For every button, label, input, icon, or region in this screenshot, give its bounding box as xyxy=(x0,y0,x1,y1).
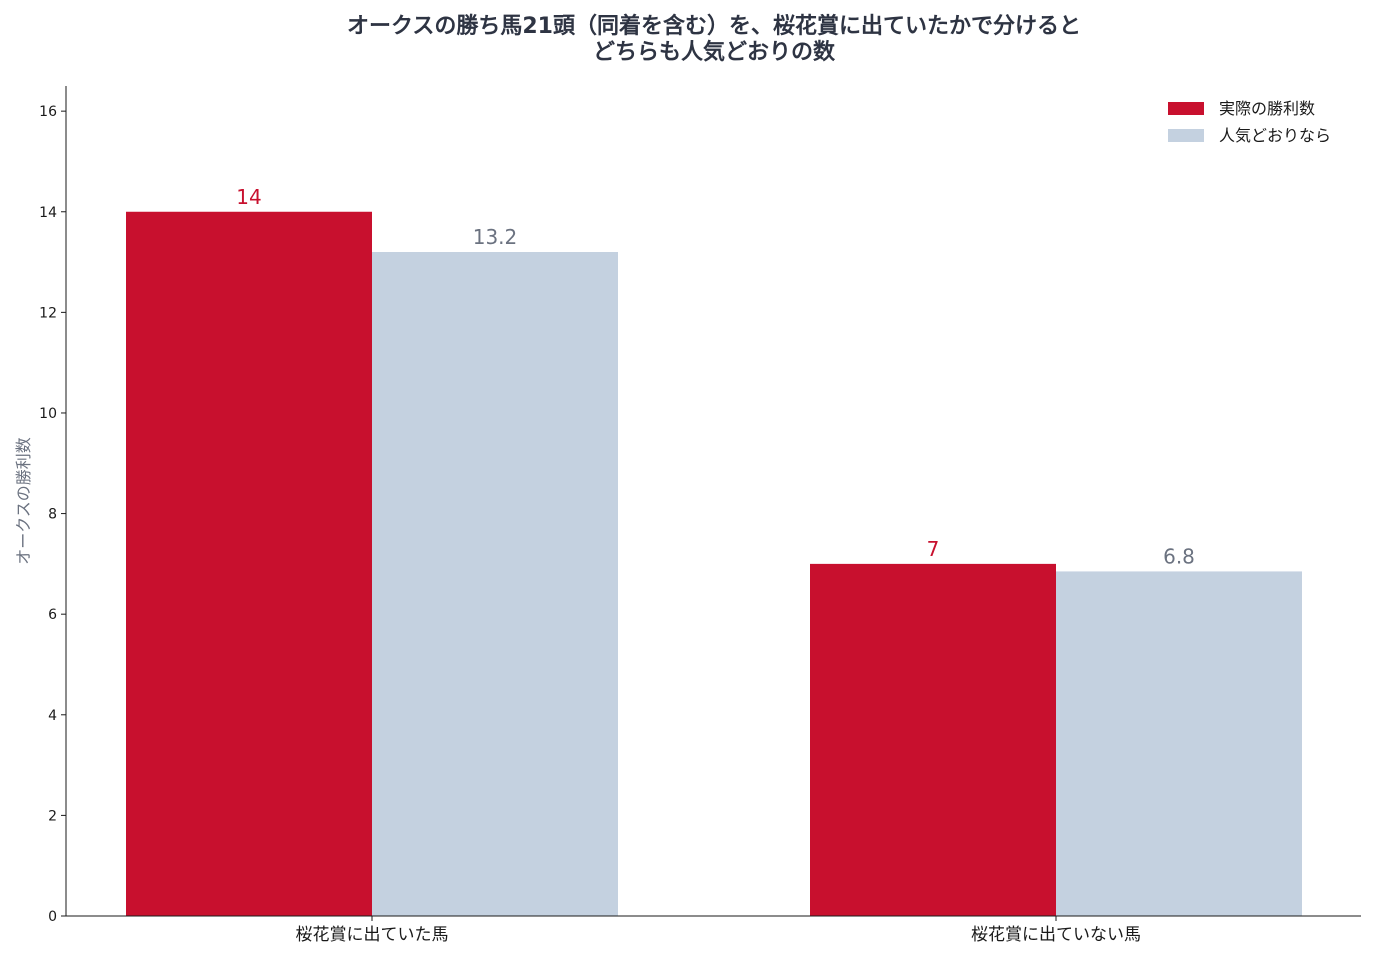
bar-value-label: 7 xyxy=(927,537,940,561)
y-tick-label: 12 xyxy=(39,305,57,321)
legend-swatch-actual xyxy=(1168,102,1204,115)
x-category-label: 桜花賞に出ていない馬 xyxy=(971,925,1141,945)
bar-value-label: 6.8 xyxy=(1163,544,1195,568)
y-tick-label: 14 xyxy=(39,205,57,221)
y-tick-label: 0 xyxy=(48,909,57,925)
legend: 実際の勝利数 人気どおりなら xyxy=(1168,99,1331,145)
y-tick-label: 6 xyxy=(48,607,57,623)
legend-label-expected: 人気どおりなら xyxy=(1219,126,1331,145)
y-tick-label: 2 xyxy=(48,808,57,824)
bar-value-label: 13.2 xyxy=(473,225,518,249)
bars-group: 14 7 13.2 6.8 xyxy=(126,185,1302,916)
legend-label-actual: 実際の勝利数 xyxy=(1219,99,1315,118)
legend-swatch-expected xyxy=(1168,129,1204,142)
chart-title-line-2: どちらも人気どおりの数 xyxy=(593,39,836,65)
bar-actual xyxy=(126,211,372,916)
y-tick-label: 16 xyxy=(39,104,57,120)
x-category-label: 桜花賞に出ていた馬 xyxy=(296,925,449,945)
y-ticks-group: 0 2 4 6 8 10 12 14 16 xyxy=(39,104,66,925)
x-categories-group: 桜花賞に出ていた馬 桜花賞に出ていない馬 xyxy=(296,916,1141,945)
bar-expected xyxy=(1056,571,1302,916)
bar-value-label: 14 xyxy=(236,185,261,209)
y-tick-label: 10 xyxy=(39,406,57,422)
bar-actual xyxy=(810,563,1056,916)
y-axis-label: オークスの勝利数 xyxy=(14,437,33,565)
y-tick-label: 4 xyxy=(48,708,57,724)
y-tick-label: 8 xyxy=(48,507,57,523)
bar-expected xyxy=(372,252,618,916)
chart-title-line-1: オークスの勝ち馬21頭（同着を含む）を、桜花賞に出ていたかで分けると xyxy=(347,13,1081,39)
